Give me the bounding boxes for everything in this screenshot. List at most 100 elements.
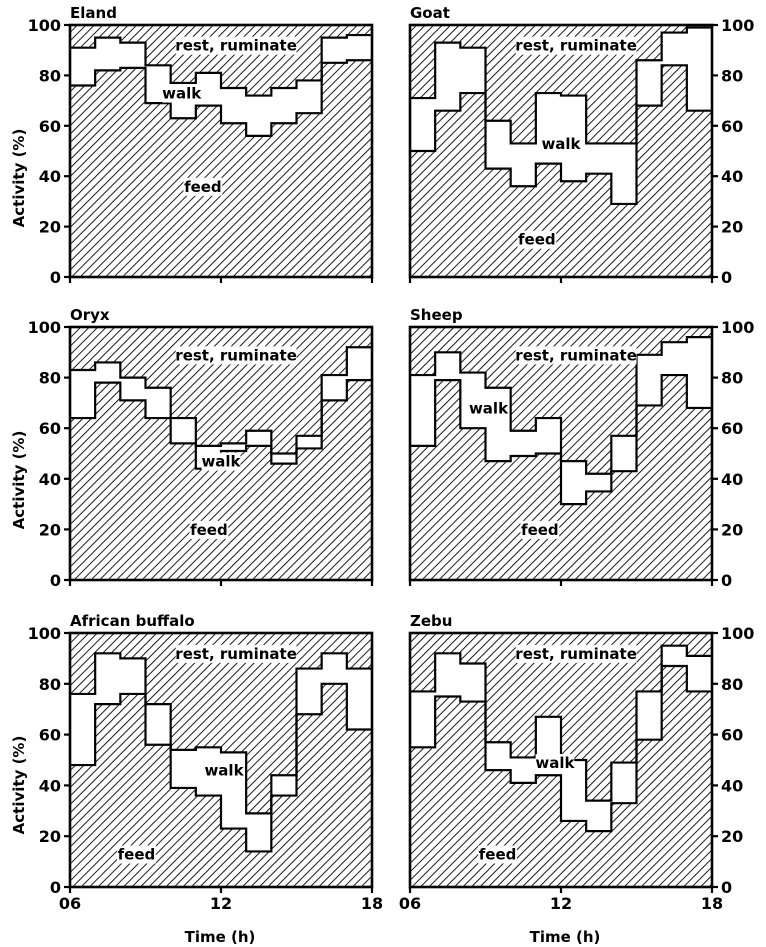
panel-eland: Eland 0 20 40 60 80 100 rest, ruminate walk feed <box>28 4 374 287</box>
y-tick-label: 100 <box>28 624 61 643</box>
walk-band <box>686 337 713 408</box>
region-label-bg <box>117 845 156 864</box>
panel-title-african-buffalo: African buffalo <box>70 612 195 630</box>
walk-band <box>70 47 96 86</box>
y-tick-label: 100 <box>28 318 61 337</box>
region-label-bg <box>162 84 202 103</box>
region-label-feed: feed <box>118 846 156 864</box>
walk-band <box>95 653 121 705</box>
region-label-bg <box>541 134 581 153</box>
panel-title-eland: Eland <box>70 4 117 22</box>
region-label-bg <box>469 399 508 418</box>
y-tick-label: 80 <box>721 369 743 388</box>
y-tick-label: 0 <box>50 878 61 897</box>
walk-band <box>435 653 461 697</box>
y-tick-label: 40 <box>39 470 61 489</box>
y-tick-label: 0 <box>721 268 732 287</box>
y-tick-label: 80 <box>39 66 61 85</box>
y-tick-label: 60 <box>721 117 743 136</box>
walk-band <box>611 435 638 472</box>
walk-band <box>686 27 713 111</box>
walk-band <box>636 60 663 106</box>
walk-band <box>485 120 512 169</box>
y-tick-label: 60 <box>721 726 743 745</box>
walk-band <box>120 658 147 694</box>
walk-band <box>410 98 436 151</box>
walk-band <box>561 461 587 505</box>
walk-top-step-line <box>70 346 372 455</box>
x-tick-label: 06 <box>399 894 421 913</box>
panel-goat: Goat 0 20 40 60 80 100 rest, ruminate walk feed <box>408 4 754 287</box>
walk-band <box>271 453 298 464</box>
y-tick-label: 60 <box>39 726 61 745</box>
walk-band <box>460 663 487 702</box>
walk-band <box>271 88 298 124</box>
feed-step-line <box>410 664 712 833</box>
walk-band <box>586 143 612 174</box>
walk-band <box>586 473 612 492</box>
walk-band <box>346 35 373 61</box>
region-label-feed: feed <box>479 846 517 864</box>
walk-band <box>410 375 436 446</box>
region-label-bg <box>204 761 244 780</box>
walk-top-step-line <box>410 26 712 145</box>
y-axis-label-bottom: Activity (%) <box>10 736 28 835</box>
region-label-rest-ruminate: rest, ruminate <box>175 346 297 364</box>
region-label-walk: walk <box>535 754 575 772</box>
feed-step-line <box>70 59 372 137</box>
x-tick-label: 12 <box>550 894 572 913</box>
walk-band <box>271 775 298 796</box>
y-tick-label: 40 <box>39 167 61 186</box>
region-label-rest-ruminate: rest, ruminate <box>175 645 297 663</box>
walk-top-step-line <box>410 644 712 802</box>
region-label-rest-ruminate: rest, ruminate <box>515 645 637 663</box>
region-label-feed: feed <box>190 521 228 539</box>
region-label-feed: feed <box>518 231 556 249</box>
panel-title-sheep: Sheep <box>410 306 463 324</box>
walk-band <box>70 370 96 419</box>
walk-band <box>611 143 638 204</box>
walk-band <box>296 668 323 715</box>
y-tick-label: 80 <box>39 675 61 694</box>
walk-band <box>485 742 512 771</box>
region-label-bg <box>515 36 637 55</box>
region-label-bg <box>520 520 560 539</box>
y-tick-label: 20 <box>39 218 61 237</box>
walk-band <box>246 95 272 136</box>
region-label-bg <box>515 346 637 365</box>
y-tick-label: 40 <box>721 470 743 489</box>
region-label-bg <box>201 452 241 471</box>
walk-band <box>636 691 663 740</box>
y-tick-label: 80 <box>721 675 743 694</box>
walk-band <box>145 387 172 419</box>
walk-band <box>636 354 663 406</box>
y-tick-label: 100 <box>28 16 61 35</box>
walk-band <box>221 88 247 124</box>
x-tick-label: 18 <box>701 894 723 913</box>
region-label-rest-ruminate: rest, ruminate <box>175 37 297 55</box>
region-label-feed: feed <box>521 521 559 539</box>
walk-band <box>246 813 272 852</box>
region-label-walk: walk <box>162 85 202 103</box>
walk-band <box>296 435 323 449</box>
y-tick-label: 80 <box>39 369 61 388</box>
region-label-rest-ruminate: rest, ruminate <box>515 37 637 55</box>
walk-band <box>535 93 562 164</box>
y-tick-label: 0 <box>721 571 732 590</box>
panel-title-goat: Goat <box>410 4 450 22</box>
walk-band <box>510 430 537 457</box>
x-axis-label-right: Time (h) <box>530 928 601 946</box>
walk-band <box>435 352 461 381</box>
walk-band <box>321 375 348 401</box>
region-label-bg <box>517 230 557 249</box>
region-label-bg <box>535 754 575 773</box>
walk-band <box>611 762 638 804</box>
x-tick-label: 06 <box>59 894 81 913</box>
y-tick-label: 100 <box>721 16 754 35</box>
region-label-walk: walk <box>204 762 244 780</box>
walk-top-step-line <box>70 652 372 815</box>
walk-band <box>95 37 121 71</box>
panel-title-oryx: Oryx <box>70 306 110 324</box>
walk-band <box>170 418 197 444</box>
y-axis-label-top: Activity (%) <box>10 129 28 228</box>
